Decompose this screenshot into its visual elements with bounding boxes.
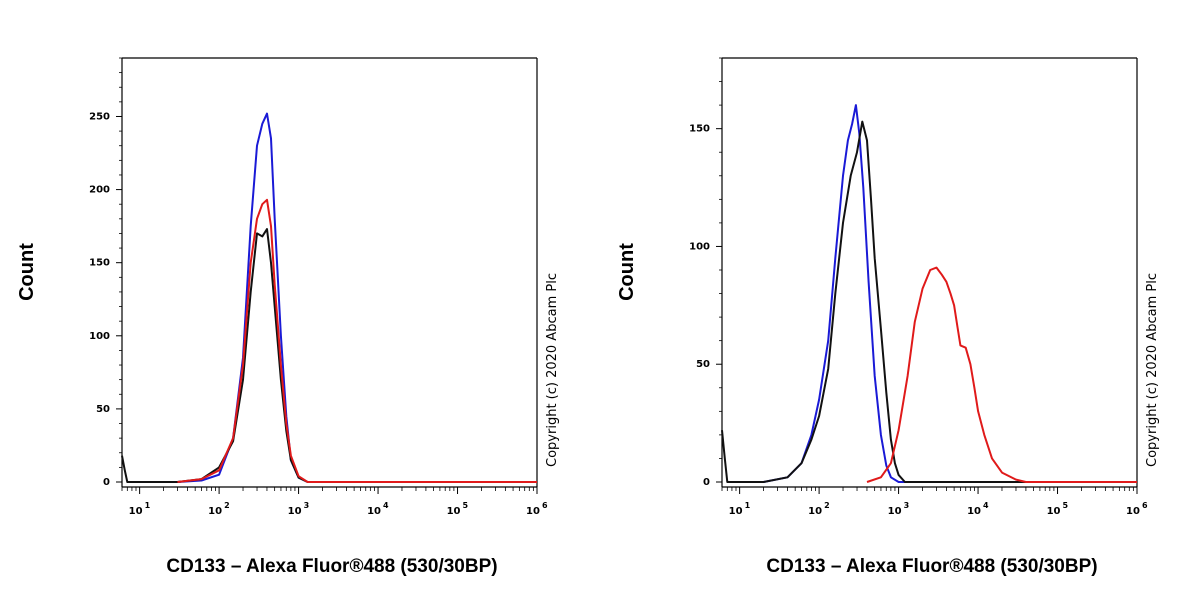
- series-line-1: [763, 104, 1137, 483]
- series-lines: [121, 112, 537, 483]
- x-tick-label: 10: [1047, 506, 1061, 517]
- y-axis-label: Count: [16, 243, 38, 301]
- y-tick-label: 200: [89, 185, 110, 196]
- x-tick-exponent: 4: [383, 501, 389, 510]
- series-line-1: [177, 112, 537, 483]
- series-line-2: [721, 120, 1137, 483]
- y-ticks: 0 50 100 150: [689, 57, 722, 488]
- x-tick-exponent: 6: [1142, 501, 1148, 510]
- x-tick-label: 10: [288, 506, 302, 517]
- series-line-2: [121, 228, 537, 483]
- series-lines: [721, 104, 1137, 483]
- x-tick-exponent: 4: [983, 501, 989, 510]
- series-line-3: [177, 198, 537, 483]
- copyright-annotation: Copyright (c) 2020 Abcam Plc: [1145, 273, 1160, 467]
- y-tick-label: 0: [703, 477, 710, 488]
- y-tick-label: 100: [689, 241, 710, 252]
- x-tick-exponent: 3: [904, 501, 910, 510]
- x-tick-exponent: 2: [224, 501, 230, 510]
- y-tick-label: 150: [689, 124, 710, 135]
- y-tick-label: 150: [89, 258, 110, 269]
- x-tick-label: 10: [208, 506, 222, 517]
- x-tick-label: 10: [129, 506, 143, 517]
- x-tick-exponent: 5: [1063, 501, 1069, 510]
- x-axis-label: CD133 – Alexa Fluor®488 (530/30BP): [166, 556, 497, 577]
- x-tick-label: 10: [729, 506, 743, 517]
- copyright-annotation: Copyright (c) 2020 Abcam Plc: [545, 273, 560, 467]
- x-tick-label: 10: [447, 506, 461, 517]
- y-tick-label: 50: [696, 359, 710, 370]
- x-tick-exponent: 1: [745, 501, 751, 510]
- x-tick-label: 10: [526, 506, 540, 517]
- x-tick-exponent: 5: [463, 501, 469, 510]
- y-tick-label: 50: [96, 404, 110, 415]
- x-tick-label: 10: [1126, 506, 1140, 517]
- x-tick-exponent: 6: [542, 501, 548, 510]
- x-tick-label: 10: [367, 506, 381, 517]
- x-tick-label: 10: [808, 506, 822, 517]
- x-tick-label: 10: [967, 506, 981, 517]
- y-ticks: 0 50 100 150 200 250: [89, 57, 122, 488]
- series-line-3: [866, 266, 1137, 483]
- y-tick-label: 0: [103, 477, 110, 488]
- x-axis-label: CD133 – Alexa Fluor®488 (530/30BP): [766, 556, 1097, 577]
- y-tick-label: 100: [89, 331, 110, 342]
- x-tick-exponent: 1: [145, 501, 151, 510]
- y-tick-label: 250: [89, 111, 110, 122]
- x-tick-label: 10: [888, 506, 902, 517]
- x-tick-exponent: 2: [824, 501, 830, 510]
- x-tick-exponent: 3: [304, 501, 310, 510]
- y-axis-label: Count: [616, 243, 638, 301]
